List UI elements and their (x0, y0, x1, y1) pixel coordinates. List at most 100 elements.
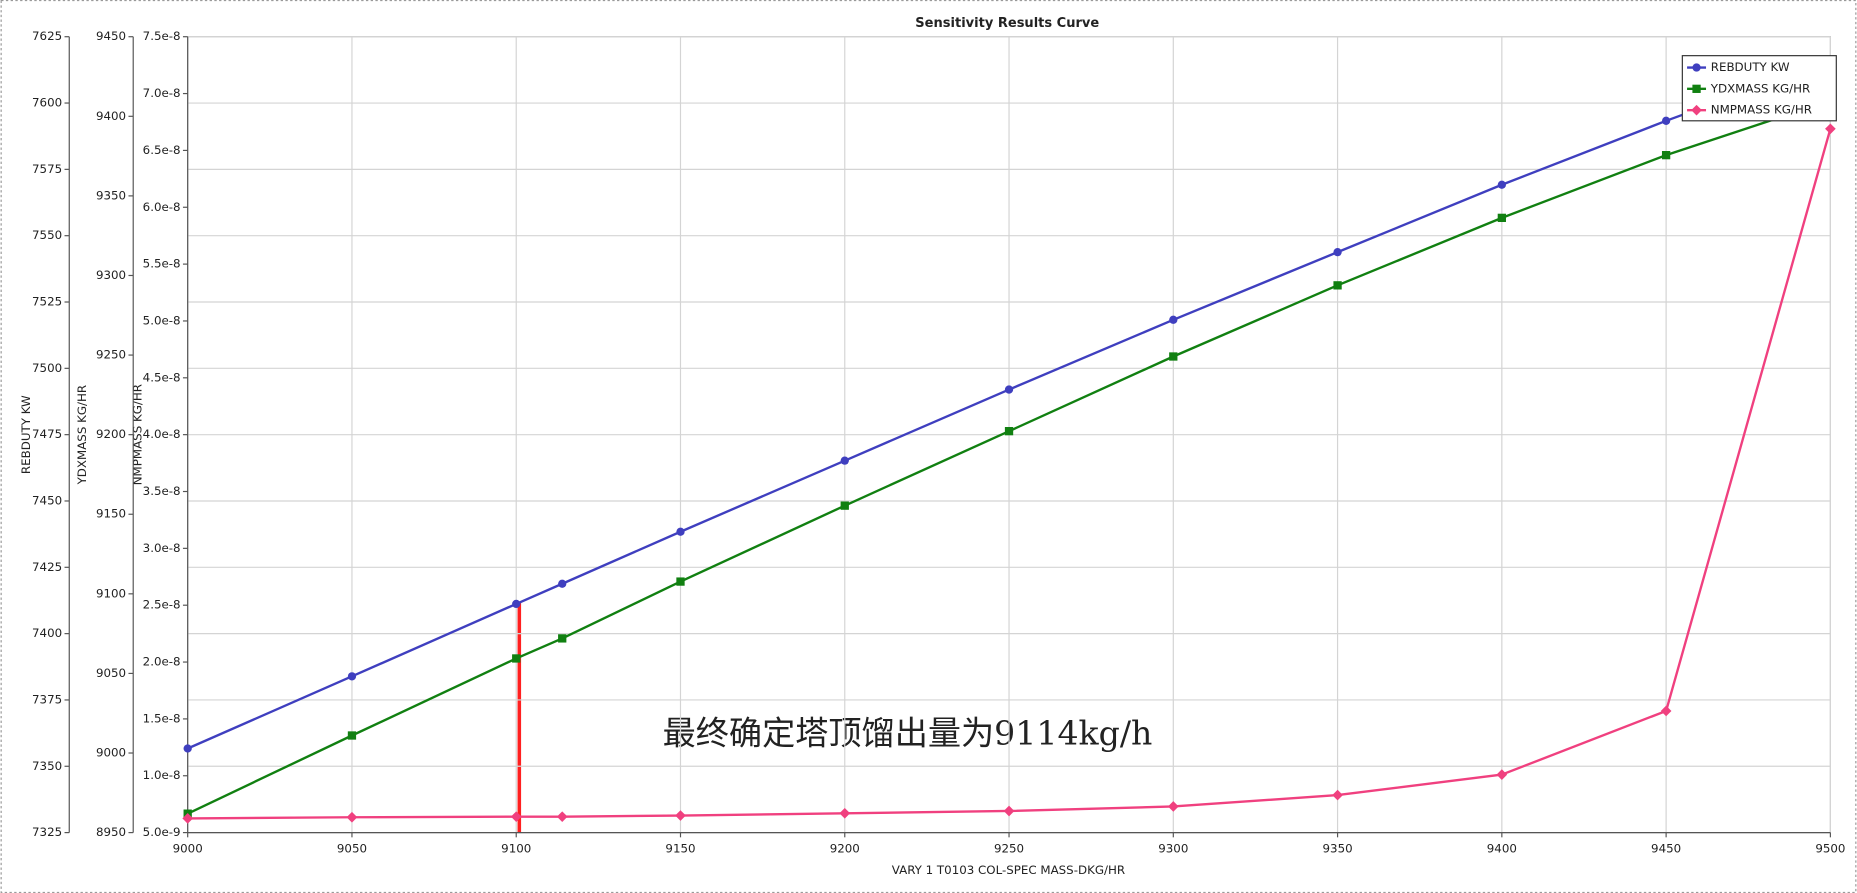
legend-label: REBDUTY KW (1711, 60, 1790, 74)
x-axis-title: VARY 1 T0103 COL-SPEC MASS-DKG/HR (892, 863, 1125, 877)
marker (556, 811, 568, 823)
marker (1660, 705, 1672, 717)
y-tick-label: 7325 (32, 825, 62, 839)
x-tick-label: 9350 (1323, 842, 1353, 856)
legend-label: YDXMASS KG/HR (1710, 81, 1811, 95)
x-tick-label: 9150 (665, 842, 695, 856)
y2-tick-label: 8950 (96, 825, 126, 839)
y-tick-label: 7525 (32, 295, 62, 309)
y3-tick-label: 6.0e-8 (143, 200, 181, 214)
marker (1497, 213, 1506, 223)
y-tick-label: 7550 (32, 228, 62, 242)
x-tick-label: 9000 (173, 842, 203, 856)
y2-tick-label: 9400 (96, 109, 126, 123)
y3-tick-label: 4.0e-8 (143, 427, 181, 441)
y3-tick-label: 3.5e-8 (143, 484, 181, 498)
marker (347, 672, 357, 681)
y3-axis-title: NMPMASS KG/HR (130, 384, 144, 485)
marker (840, 501, 849, 510)
marker (1497, 180, 1506, 189)
marker (1003, 805, 1015, 817)
annotation: 最终确定塔顶馏出量为9114kg/h (663, 713, 1153, 752)
y3-tick-label: 3.0e-8 (143, 541, 181, 555)
marker (1169, 352, 1178, 361)
y2-axis-title: YDXMASS KG/HR (75, 385, 89, 486)
y-tick-label: 7400 (32, 626, 62, 640)
x-tick-label: 9250 (994, 842, 1024, 856)
marker (346, 811, 358, 823)
marker (183, 744, 192, 753)
marker (676, 577, 685, 586)
marker (347, 731, 357, 740)
y-tick-label: 7450 (32, 493, 62, 507)
marker (1691, 104, 1702, 116)
y3-tick-label: 7.5e-8 (143, 29, 181, 43)
marker (1004, 385, 1014, 394)
x-tick-label: 9200 (830, 842, 860, 856)
marker (1169, 315, 1178, 324)
y-tick-label: 7600 (32, 96, 62, 110)
chart-title: Sensitivity Results Curve (915, 16, 1099, 31)
marker (1333, 247, 1342, 257)
marker (1692, 63, 1701, 72)
marker (558, 579, 567, 588)
y2-tick-label: 9050 (96, 666, 126, 680)
y-tick-label: 7500 (32, 361, 62, 375)
y-tick-label: 7425 (32, 560, 62, 574)
marker (840, 456, 849, 465)
y2-tick-label: 9450 (96, 29, 126, 43)
y3-tick-label: 1.0e-8 (143, 768, 181, 782)
y3-tick-label: 5.0e-9 (143, 825, 181, 839)
x-tick-label: 9450 (1651, 842, 1681, 856)
marker (1661, 150, 1671, 160)
y3-tick-label: 2.5e-8 (143, 598, 181, 612)
marker (1333, 281, 1342, 290)
x-tick-label: 9300 (1158, 842, 1188, 856)
series-line (187, 59, 1831, 750)
marker (676, 527, 685, 536)
marker (558, 634, 567, 643)
marker (1692, 84, 1701, 93)
y3-tick-label: 2.0e-8 (143, 655, 181, 669)
y3-tick-label: 1.5e-8 (143, 711, 181, 725)
marker (1496, 769, 1508, 780)
y3-tick-label: 5.0e-8 (143, 313, 181, 327)
marker (1004, 427, 1014, 436)
y2-tick-label: 9200 (96, 427, 126, 441)
legend: REBDUTY KW YDXMASS KG/HR NMPMASS KG/HR (1681, 55, 1837, 122)
y-tick-label: 7350 (32, 759, 62, 773)
series-line (187, 128, 1832, 820)
y3-tick-label: 5.5e-8 (143, 257, 181, 271)
series-line (187, 99, 1831, 815)
marker (1825, 123, 1836, 135)
y2-tick-label: 9250 (96, 348, 126, 362)
marker (512, 599, 521, 609)
marker (675, 810, 686, 821)
y-tick-label: 7475 (32, 427, 62, 441)
marker (1332, 789, 1343, 801)
marker (512, 654, 521, 663)
x-tick-label: 9400 (1487, 842, 1517, 856)
y2-tick-label: 9300 (96, 268, 126, 282)
marker (1661, 116, 1671, 125)
marker (510, 811, 522, 823)
y3-tick-label: 6.5e-8 (143, 143, 181, 157)
x-tick-label: 9050 (337, 842, 367, 856)
y2-tick-label: 9000 (96, 746, 126, 760)
y-axis-title: REBDUTY KW (19, 395, 33, 474)
y-tick-label: 7575 (32, 162, 62, 176)
y3-tick-label: 7.0e-8 (143, 86, 181, 100)
marker (839, 807, 851, 819)
x-tick-label: 9500 (1815, 842, 1845, 856)
marker (1167, 801, 1179, 812)
y3-tick-label: 4.5e-8 (143, 370, 181, 384)
legend-box (1681, 55, 1837, 122)
legend-label: NMPMASS KG/HR (1711, 103, 1812, 117)
y2-tick-label: 9150 (96, 507, 126, 521)
y-tick-label: 7625 (32, 29, 62, 43)
y2-tick-label: 9350 (96, 188, 126, 202)
y2-tick-label: 9100 (96, 586, 126, 600)
